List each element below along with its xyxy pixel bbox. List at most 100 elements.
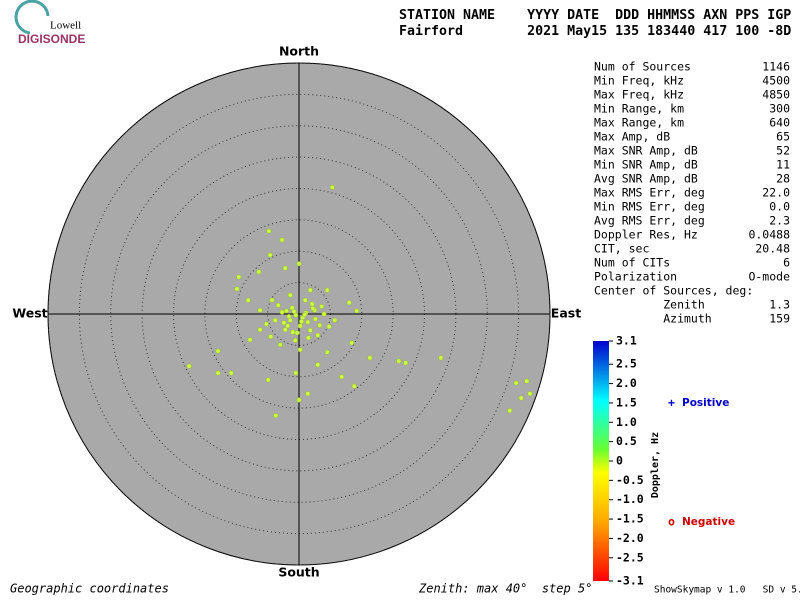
stat-value: 28	[776, 172, 790, 186]
source-point	[438, 355, 444, 361]
source-point	[286, 314, 292, 320]
source-point	[317, 322, 323, 328]
source-point	[287, 292, 293, 298]
source-point	[282, 327, 288, 333]
source-point	[272, 317, 278, 323]
header-line: STATION NAME YYYY DATE DDD HHMMSS AXN PP…	[399, 8, 791, 23]
source-point	[332, 317, 338, 323]
legend-label: Positive	[682, 397, 729, 409]
source-point	[236, 274, 242, 280]
source-point	[275, 302, 281, 308]
source-point	[321, 311, 327, 317]
source-point	[329, 184, 335, 190]
legend-label: Negative	[682, 516, 735, 528]
source-point	[315, 332, 321, 338]
source-point	[293, 370, 299, 376]
stat-label: Min RMS Err, deg	[594, 200, 705, 214]
stat-label: Num of Sources	[594, 60, 691, 74]
source-point	[263, 321, 269, 327]
stat-value: 1.3	[769, 298, 790, 312]
footer-note: Geographic coordinates	[10, 582, 169, 596]
source-point	[294, 330, 300, 336]
stat-value: O-mode	[748, 270, 790, 284]
source-point	[351, 383, 357, 389]
colorbar-tick-label: 1.0	[616, 415, 637, 429]
stat-label: Max Amp, dB	[594, 130, 670, 144]
source-point	[257, 327, 263, 333]
source-point	[247, 337, 253, 343]
stat-label: Max SNR Amp, dB	[594, 144, 698, 158]
source-point	[326, 324, 332, 330]
stat-label: Max Range, km	[594, 116, 684, 130]
legend-symbol: +	[668, 396, 675, 410]
stat-label: Min Range, km	[594, 102, 684, 116]
header-line: Fairford 2021 May15 135 183440 417 100 -…	[399, 23, 791, 39]
stat-value: 20.48	[755, 242, 790, 256]
source-point	[396, 358, 402, 364]
source-point	[339, 374, 345, 380]
stat-value: 6	[783, 256, 790, 270]
source-point	[507, 408, 513, 414]
stat-value: 4850	[762, 88, 790, 102]
colorbar-tick-label: 1.5	[616, 395, 637, 409]
source-point	[282, 265, 288, 271]
stat-value: 52	[776, 144, 790, 158]
source-point	[315, 362, 321, 368]
stat-label: Azimuth	[594, 312, 712, 326]
source-point	[309, 301, 315, 307]
stat-value: 1146	[762, 60, 790, 74]
colorbar	[593, 341, 609, 581]
source-point	[291, 308, 297, 314]
direction-label: East	[551, 306, 581, 321]
stat-value: 65	[776, 130, 790, 144]
stat-label: Center of Sources, deg:	[594, 284, 753, 298]
stat-label: Zenith	[594, 298, 705, 312]
source-point	[524, 378, 530, 384]
source-point	[290, 329, 296, 335]
source-point	[299, 319, 305, 325]
colorbar-tick-label: -2.0	[616, 531, 644, 545]
source-point	[256, 269, 262, 275]
stat-value: 22.0	[762, 186, 790, 200]
source-point	[292, 337, 298, 343]
source-point	[269, 297, 275, 303]
source-point	[265, 377, 271, 383]
source-point	[346, 300, 352, 306]
source-point	[268, 334, 274, 340]
source-point	[513, 380, 519, 386]
colorbar-tick-label: -1.0	[616, 492, 644, 506]
source-point	[367, 355, 373, 361]
source-point	[267, 252, 273, 258]
footer-zenith: Zenith: max 40° step 5°	[418, 582, 592, 596]
legend-symbol: o	[668, 515, 675, 529]
colorbar-tick-label: -1.5	[616, 512, 644, 526]
source-point	[215, 348, 221, 354]
source-point	[281, 320, 287, 326]
direction-label: South	[278, 565, 319, 580]
colorbar-tick-label: 2.0	[616, 376, 637, 390]
source-point	[302, 297, 308, 303]
colorbar-tick-label: -0.5	[616, 473, 644, 487]
source-point	[279, 309, 285, 315]
source-point	[305, 335, 311, 341]
source-point	[307, 287, 313, 293]
stat-label: CIT, sec	[594, 242, 649, 256]
source-point	[324, 349, 330, 355]
stat-label: Num of CITs	[594, 256, 670, 270]
source-point	[245, 297, 251, 303]
direction-label: North	[279, 44, 319, 59]
source-point	[234, 286, 240, 292]
source-point	[297, 347, 303, 353]
source-point	[273, 413, 279, 419]
source-point	[186, 363, 192, 369]
source-point	[354, 308, 360, 314]
source-point	[302, 312, 308, 318]
source-point	[296, 261, 302, 267]
stat-value: 0.0	[769, 200, 790, 214]
colorbar-tick-label: 0.5	[616, 434, 637, 448]
source-point	[518, 395, 524, 401]
source-point	[310, 305, 316, 311]
source-point	[285, 323, 291, 329]
source-point	[527, 391, 533, 397]
